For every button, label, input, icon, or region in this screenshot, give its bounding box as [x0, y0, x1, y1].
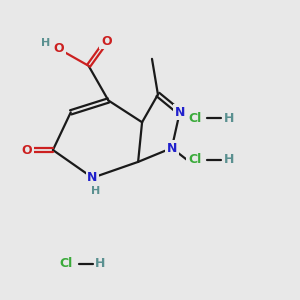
Text: N: N [175, 106, 185, 119]
Text: Cl: Cl [188, 112, 201, 125]
Text: N: N [87, 171, 98, 184]
Text: H: H [91, 186, 100, 196]
Text: H: H [41, 38, 51, 48]
Text: O: O [53, 42, 64, 56]
Text: Cl: Cl [59, 257, 72, 270]
Text: O: O [101, 34, 112, 47]
Text: H: H [224, 153, 234, 167]
Text: H: H [95, 257, 106, 270]
Text: N: N [167, 142, 177, 154]
Text: Cl: Cl [188, 153, 201, 167]
Text: O: O [22, 143, 32, 157]
Text: H: H [224, 112, 234, 125]
